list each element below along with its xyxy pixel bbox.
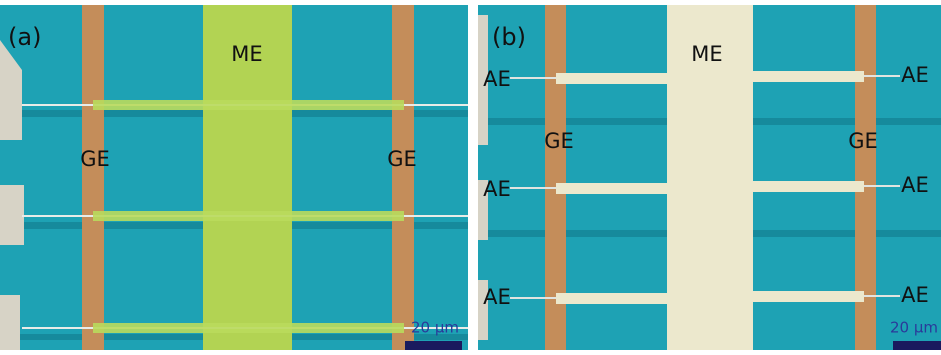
ge-label: GE	[848, 129, 878, 153]
me-label: ME	[691, 42, 722, 66]
scale-label: 20 µm	[411, 319, 459, 337]
panel-label: (b)	[492, 23, 526, 51]
scale-bar	[405, 341, 462, 350]
scale-label: 20 µm	[890, 319, 938, 337]
panel-label: (a)	[8, 23, 41, 51]
ae-label: AE	[483, 285, 511, 309]
ae-label: AE	[901, 63, 929, 87]
ae-label: AE	[483, 177, 511, 201]
ae-label: AE	[901, 283, 929, 307]
ge-label: GE	[80, 147, 110, 171]
ge-label: GE	[544, 129, 574, 153]
panel-b: (b) ME GE GE AE AE AE AE AE AE 20 µm	[478, 5, 941, 350]
gate-electrode	[82, 5, 104, 350]
panel-a: (a) ME GE GE 20 µm	[0, 5, 468, 350]
figure: (a) ME GE GE 20 µm (b) ME GE GE AE AE	[0, 0, 941, 355]
scale-bar	[893, 341, 941, 350]
ae-label: AE	[901, 173, 929, 197]
ge-label: GE	[387, 147, 417, 171]
gate-electrode	[392, 5, 414, 350]
me-label: ME	[231, 42, 262, 66]
ae-label: AE	[483, 67, 511, 91]
